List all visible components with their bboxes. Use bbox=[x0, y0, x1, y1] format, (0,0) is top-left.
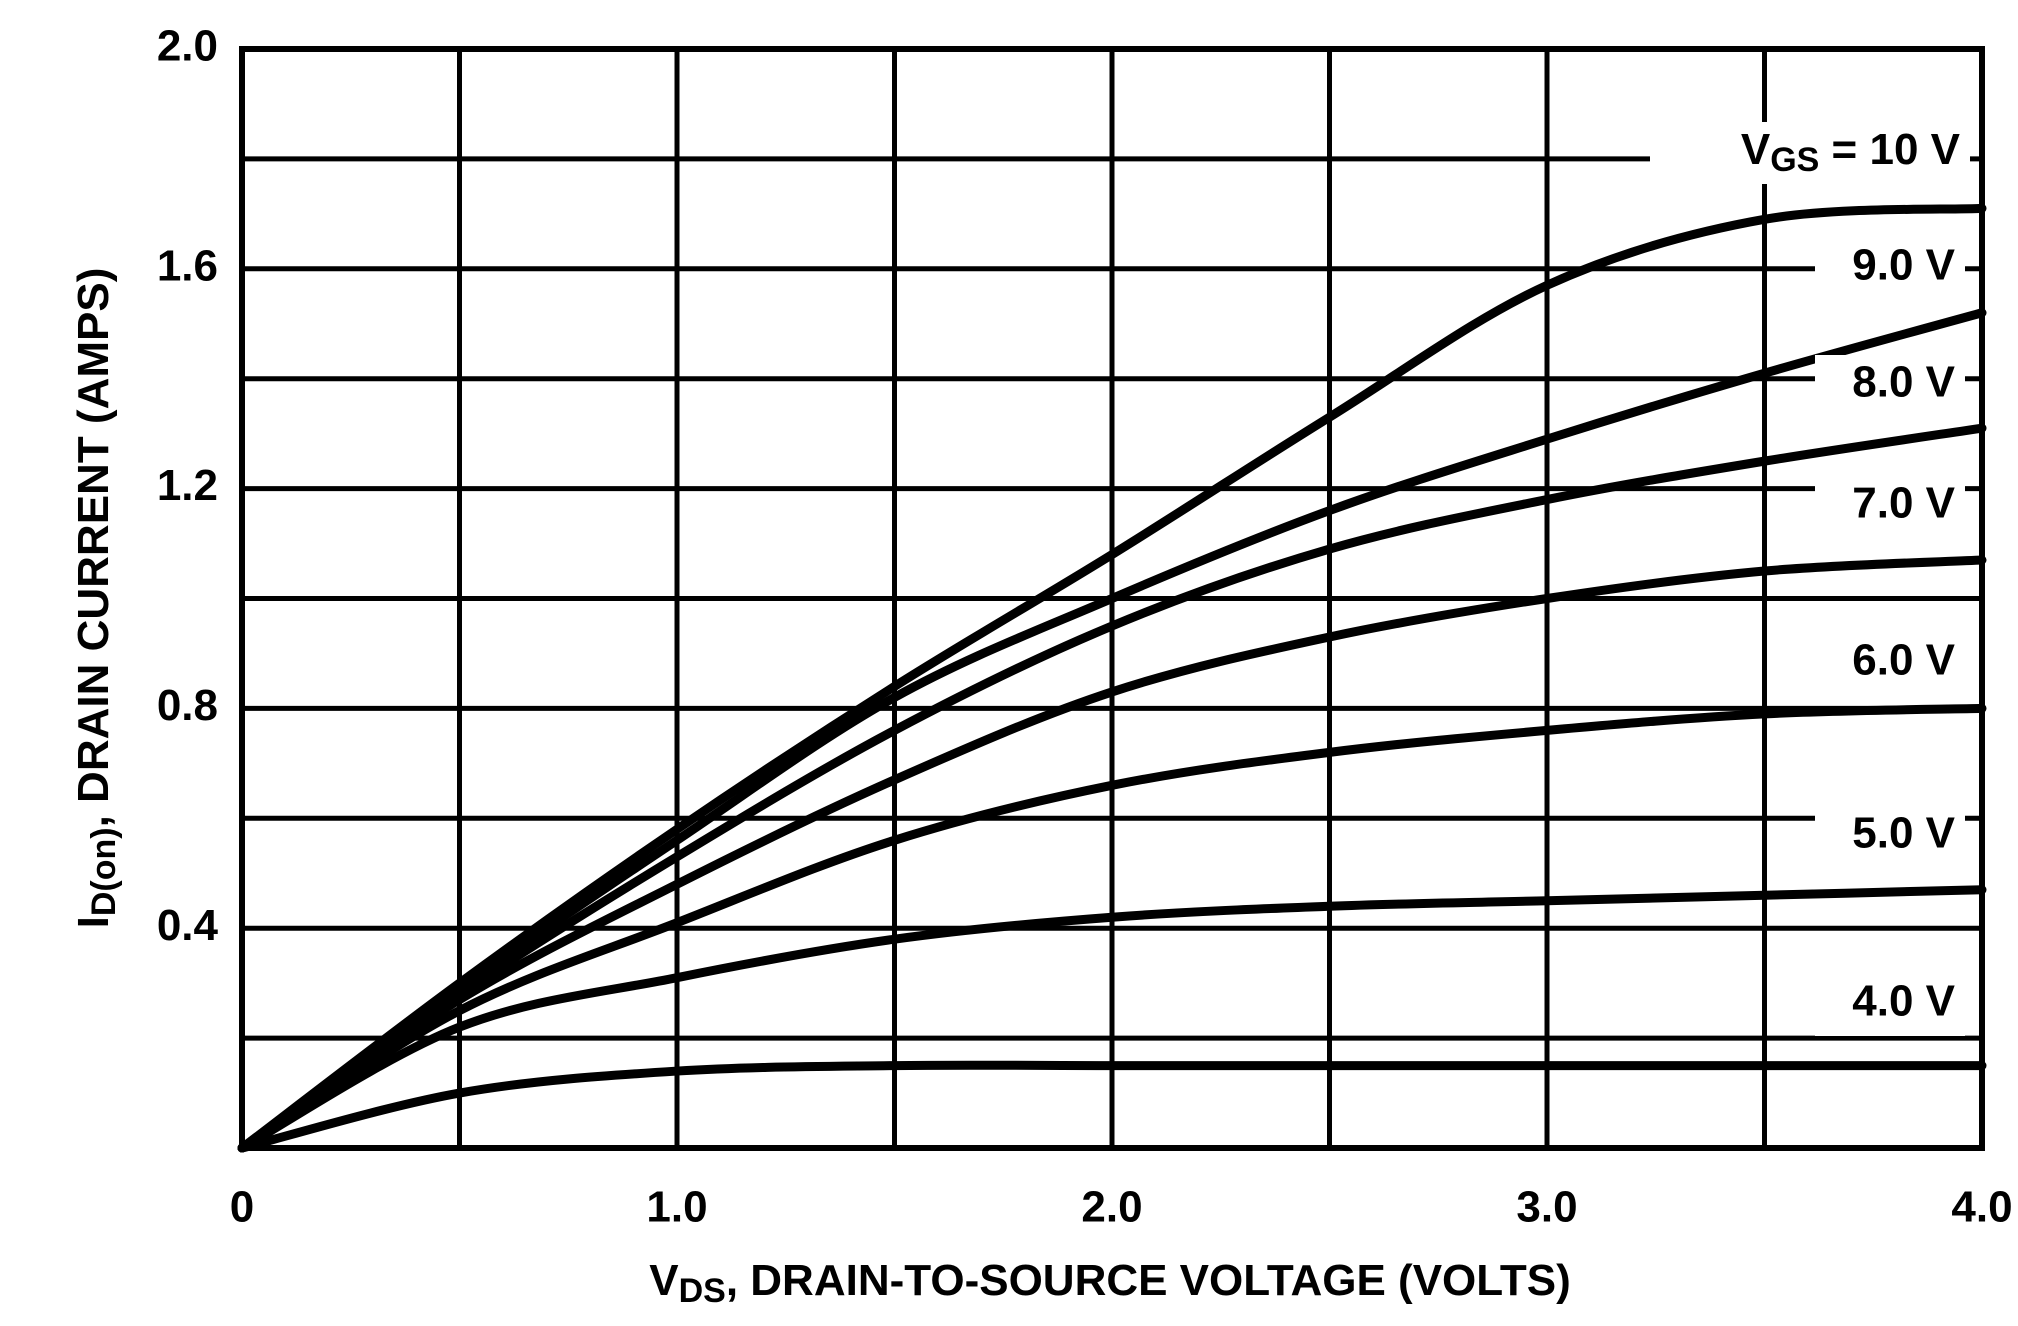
y-axis-title-main: I bbox=[69, 916, 118, 928]
curve bbox=[237, 885, 1987, 1153]
legend-label: 6.0 V bbox=[1852, 636, 1955, 685]
curve bbox=[237, 1060, 1987, 1153]
y-tick-label: 1.2 bbox=[157, 461, 218, 510]
legend-label: 8.0 V bbox=[1852, 358, 1955, 407]
x-axis-title-sub: DS bbox=[679, 1272, 726, 1310]
legend-prefix-rest: = bbox=[1819, 125, 1869, 174]
legend-label: 7.0 V bbox=[1852, 479, 1955, 528]
curve bbox=[237, 703, 1987, 1153]
curve bbox=[237, 555, 1987, 1153]
x-tick-label: 4.0 bbox=[1951, 1183, 2012, 1232]
x-axis-title-main: V bbox=[649, 1256, 679, 1305]
x-tick-label: 3.0 bbox=[1516, 1183, 1577, 1232]
legend-label-bg bbox=[1650, 122, 1970, 184]
legend-name: 10 V bbox=[1869, 125, 1960, 174]
y-axis-title: ID(on), DRAIN CURRENT (AMPS) bbox=[69, 268, 123, 929]
x-axis-title-rest: , DRAIN-TO-SOURCE VOLTAGE (VOLTS) bbox=[726, 1256, 1571, 1305]
y-tick-label: 0.4 bbox=[157, 901, 219, 950]
y-tick-label: 1.6 bbox=[157, 241, 218, 290]
legend-label-bg bbox=[1815, 476, 1965, 538]
legend-label-bg bbox=[1815, 355, 1965, 417]
curve bbox=[237, 203, 1987, 1153]
legend-label: 9.0 V bbox=[1852, 241, 1955, 290]
legend-prefix-sub: GS bbox=[1770, 141, 1819, 179]
x-tick-label: 2.0 bbox=[1081, 1183, 1142, 1232]
legend-label-bg bbox=[1815, 806, 1965, 868]
curve bbox=[237, 423, 1987, 1153]
y-axis-title-rest: , DRAIN CURRENT (AMPS) bbox=[69, 268, 118, 828]
y-tick-label: 0.8 bbox=[157, 681, 218, 730]
y-axis-title-sub: D(on) bbox=[85, 827, 123, 916]
plot-frame bbox=[239, 46, 1985, 1151]
legend-label: VGS = 10 V bbox=[1741, 125, 1961, 179]
x-tick-label: 1.0 bbox=[646, 1183, 707, 1232]
legend-label: 4.0 V bbox=[1852, 977, 1955, 1026]
legend-label-bg bbox=[1815, 633, 1965, 695]
x-axis-title: VDS, DRAIN-TO-SOURCE VOLTAGE (VOLTS) bbox=[649, 1256, 1571, 1310]
curve bbox=[237, 308, 1987, 1153]
legend-label-bg bbox=[1815, 974, 1965, 1036]
legend-prefix-main: V bbox=[1741, 125, 1771, 174]
legend-label: 5.0 V bbox=[1852, 809, 1955, 858]
legend-label-bg bbox=[1815, 238, 1965, 300]
x-tick-label: 0 bbox=[230, 1183, 254, 1232]
y-tick-label: 2.0 bbox=[157, 22, 218, 71]
